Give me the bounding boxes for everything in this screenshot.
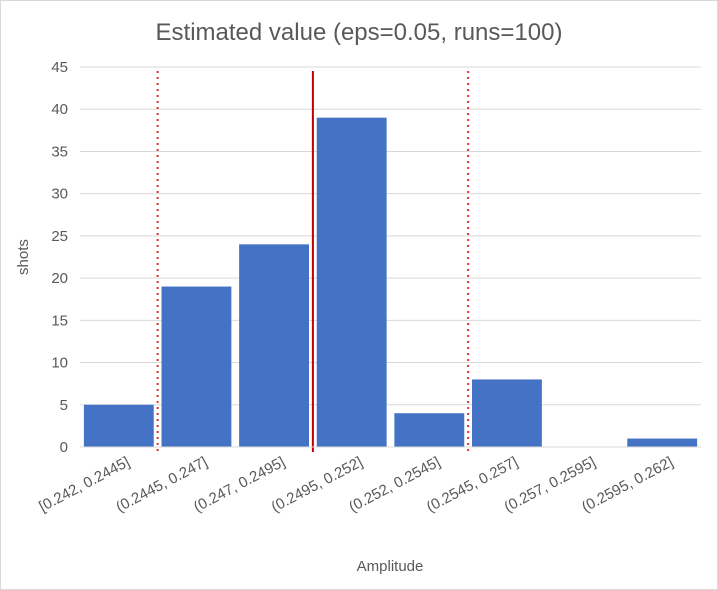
- bar: [239, 244, 309, 447]
- bar: [316, 117, 387, 448]
- y-tick-label: 10: [51, 355, 68, 372]
- y-tick-label: 45: [51, 59, 68, 76]
- y-tick-label: 35: [51, 143, 68, 160]
- bars: [83, 117, 698, 448]
- y-tick-label: 15: [51, 312, 68, 329]
- y-axis-ticks: 0 5 10 15 20 25 30 35 40 45: [51, 59, 68, 456]
- chart-title: Estimated value (eps=0.05, runs=100): [156, 19, 563, 46]
- bar: [83, 404, 154, 447]
- y-tick-label: 20: [51, 270, 68, 287]
- bar: [627, 438, 698, 447]
- y-tick-label: 30: [51, 186, 68, 203]
- reference-lines: [156, 71, 470, 452]
- y-tick-label: 5: [60, 397, 68, 414]
- y-tick-label: 0: [60, 439, 68, 456]
- bar: [161, 286, 232, 447]
- bar: [394, 413, 465, 447]
- x-axis-label: Amplitude: [357, 558, 424, 575]
- y-axis-label: shots: [15, 239, 32, 275]
- y-tick-label: 25: [51, 228, 68, 245]
- bar: [472, 379, 542, 447]
- y-tick-label: 40: [51, 101, 68, 118]
- x-axis-ticks: [0.242, 0.2445](0.2445, 0.247](0.247, 0.…: [36, 454, 676, 516]
